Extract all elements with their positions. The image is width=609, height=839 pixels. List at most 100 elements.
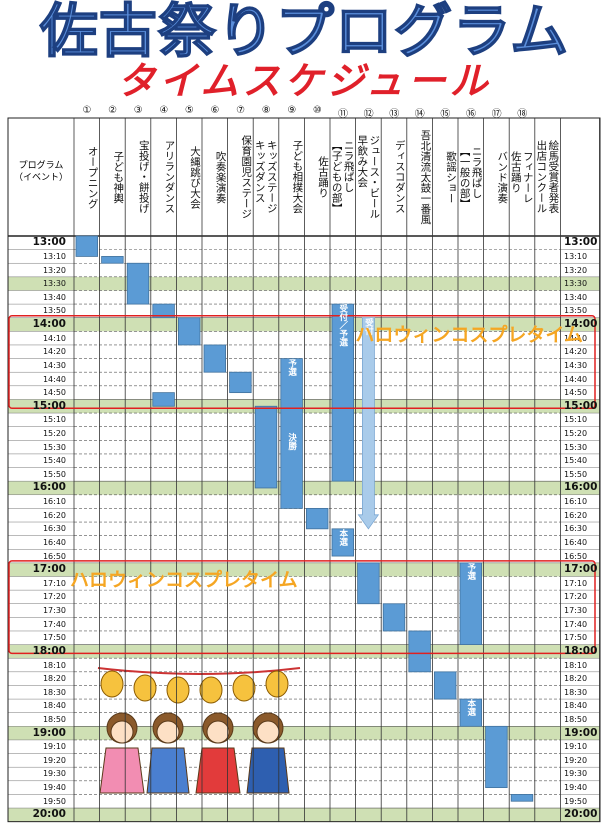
- event-number: ⑰: [491, 109, 502, 120]
- session-block: [254, 405, 278, 489]
- time-label: 14:20: [564, 347, 588, 357]
- time-label: 17:10: [564, 578, 588, 588]
- session-label: 受付／予選: [337, 304, 348, 347]
- time-label: 15:10: [564, 415, 588, 425]
- time-label: 14:00: [564, 318, 598, 331]
- time-label: 19:00: [32, 726, 66, 739]
- time-label: 15:50: [42, 469, 66, 479]
- session-block: [408, 630, 431, 673]
- time-label: 20:00: [564, 808, 598, 821]
- event-name: キッズステージ キッズダンス: [253, 140, 278, 214]
- time-label: 19:30: [564, 769, 588, 779]
- time-label: 18:00: [564, 644, 598, 657]
- session-label: 受付: [363, 317, 374, 335]
- session-block: [510, 794, 534, 802]
- highlight-box: [8, 314, 596, 409]
- time-label: 18:50: [42, 715, 66, 724]
- time-label: 19:00: [564, 726, 598, 739]
- time-label: 19:30: [42, 769, 66, 779]
- time-label: 18:20: [564, 674, 588, 684]
- session-block: [75, 235, 99, 257]
- time-label: 13:50: [564, 306, 588, 316]
- event-number: ⑪: [338, 109, 348, 120]
- event-name: 絵馬受賞者発表 出店コンクール: [535, 140, 560, 214]
- time-label: 16:00: [32, 481, 66, 494]
- time-label: 19:10: [42, 742, 66, 752]
- time-label: 17:50: [42, 633, 66, 643]
- time-label: 18:30: [564, 687, 588, 697]
- time-label: 19:10: [564, 742, 588, 752]
- session-block: [357, 562, 380, 605]
- time-label: 17:30: [564, 606, 588, 616]
- event-number: ①: [82, 105, 92, 116]
- time-label: 15:40: [564, 456, 588, 466]
- event-name: バンド演奏: [496, 150, 509, 204]
- time-label: 14:00: [32, 318, 66, 331]
- event-number: ⑯: [466, 109, 476, 120]
- time-label: 14:30: [564, 360, 588, 370]
- event-number: ⑨: [287, 105, 297, 116]
- time-label: 19:20: [42, 755, 66, 765]
- time-label: 13:10: [42, 251, 66, 261]
- time-label: 17:50: [564, 633, 588, 643]
- time-label: 18:20: [42, 674, 66, 684]
- time-label: 15:30: [564, 442, 588, 452]
- time-label: 16:50: [42, 551, 66, 561]
- time-label: 16:30: [42, 524, 66, 534]
- time-label: 17:40: [42, 619, 66, 629]
- session-block: [229, 371, 252, 394]
- time-label: 18:30: [42, 687, 66, 697]
- time-label: 16:10: [564, 497, 588, 507]
- highlight-text: ハロウィンコスプレタイム: [355, 323, 583, 346]
- time-label: 14:10: [42, 333, 66, 343]
- time-label: 14:10: [564, 333, 588, 343]
- event-number: ⑩: [312, 105, 322, 116]
- time-label: 15:00: [564, 399, 598, 412]
- event-name: 宝投げ・餅投げ: [137, 140, 150, 214]
- session-label: 本選: [465, 699, 476, 717]
- event-name: ジュース・ビール 早飲み大会: [356, 135, 381, 219]
- event-name: オープニング: [86, 145, 99, 209]
- highlight-text: ハロウィンコスプレタイム: [70, 568, 298, 591]
- subtitle: タイムスケジュール: [117, 59, 492, 103]
- time-label: 16:40: [564, 537, 588, 547]
- event-name: ニラ飛ばし 【子どもの部】: [330, 140, 355, 214]
- event-number: ⑦: [236, 105, 246, 116]
- session-block: [433, 671, 457, 700]
- time-label: 18:00: [32, 644, 66, 657]
- time-label: 19:50: [42, 796, 66, 806]
- event-name: ニラ飛ばし 【一般の部】: [458, 145, 483, 209]
- session-block: [152, 303, 175, 319]
- time-label: 17:40: [564, 619, 588, 629]
- event-name: 吹奏楽演奏: [214, 150, 227, 204]
- time-label: 16:50: [564, 551, 588, 561]
- time-label: 18:10: [564, 660, 588, 670]
- time-label: 17:00: [564, 563, 598, 576]
- session-label: 本選: [337, 528, 348, 546]
- event-number: ⑤: [184, 105, 194, 116]
- time-label: 16:10: [42, 497, 66, 507]
- event-name: アリランダンス: [163, 140, 176, 214]
- title: 佐古祭りプログラム: [39, 0, 570, 65]
- time-label: 15:10: [42, 415, 66, 425]
- time-label: 18:10: [42, 660, 66, 670]
- time-label: 19:50: [564, 796, 588, 806]
- time-label: 17:00: [32, 563, 66, 576]
- time-label: 14:30: [42, 360, 66, 370]
- event-number: ④: [159, 105, 169, 116]
- event-name: フィナーレ 佐古踊り: [509, 150, 534, 204]
- session-block: [152, 392, 175, 407]
- session-label: 決勝: [286, 433, 297, 451]
- time-label: 18:40: [42, 701, 66, 711]
- session-block: [331, 303, 355, 482]
- time-label: 13:40: [564, 292, 588, 302]
- time-label: 16:20: [564, 510, 588, 520]
- time-label: 14:40: [42, 374, 66, 384]
- time-label: 13:00: [32, 236, 66, 249]
- time-label: 16:30: [564, 524, 588, 534]
- session-block: [331, 528, 355, 557]
- session-block: [203, 344, 227, 373]
- session-label: 予選: [286, 358, 297, 376]
- event-number: ②: [108, 105, 118, 116]
